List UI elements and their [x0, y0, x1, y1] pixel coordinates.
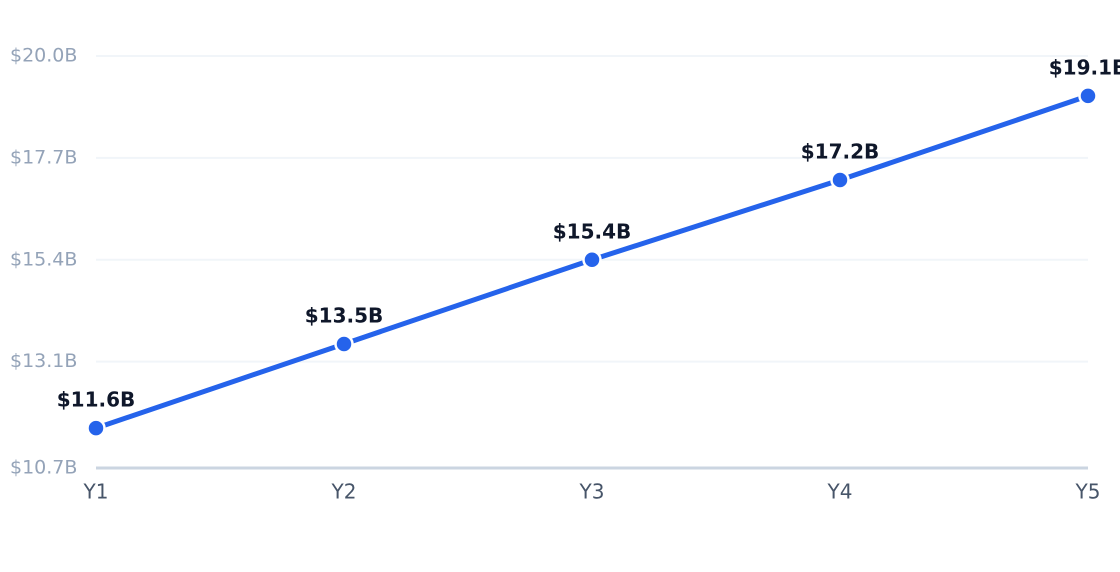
x-tick-label: Y1 — [83, 480, 109, 504]
data-label: $11.6B — [57, 388, 136, 412]
data-label: $19.1B — [1049, 55, 1120, 79]
x-tick-label: Y2 — [331, 480, 357, 504]
point — [334, 334, 354, 354]
data-label: $15.4B — [553, 219, 632, 243]
point — [830, 170, 850, 190]
y-tick-label: $13.1B — [10, 350, 77, 372]
data-label: $17.2B — [801, 140, 880, 164]
point — [582, 250, 602, 270]
y-tick-label: $15.4B — [10, 248, 77, 270]
y-tick-label: $17.7B — [10, 146, 77, 168]
point — [86, 418, 106, 438]
x-tick-label: Y4 — [827, 480, 853, 504]
y-tick-label: $10.7B — [10, 457, 77, 479]
x-tick-label: Y5 — [1075, 480, 1101, 504]
data-label: $13.5B — [305, 303, 384, 327]
point — [1078, 86, 1098, 106]
y-tick-label: $20.0B — [10, 45, 77, 67]
x-tick-label: Y3 — [579, 480, 605, 504]
